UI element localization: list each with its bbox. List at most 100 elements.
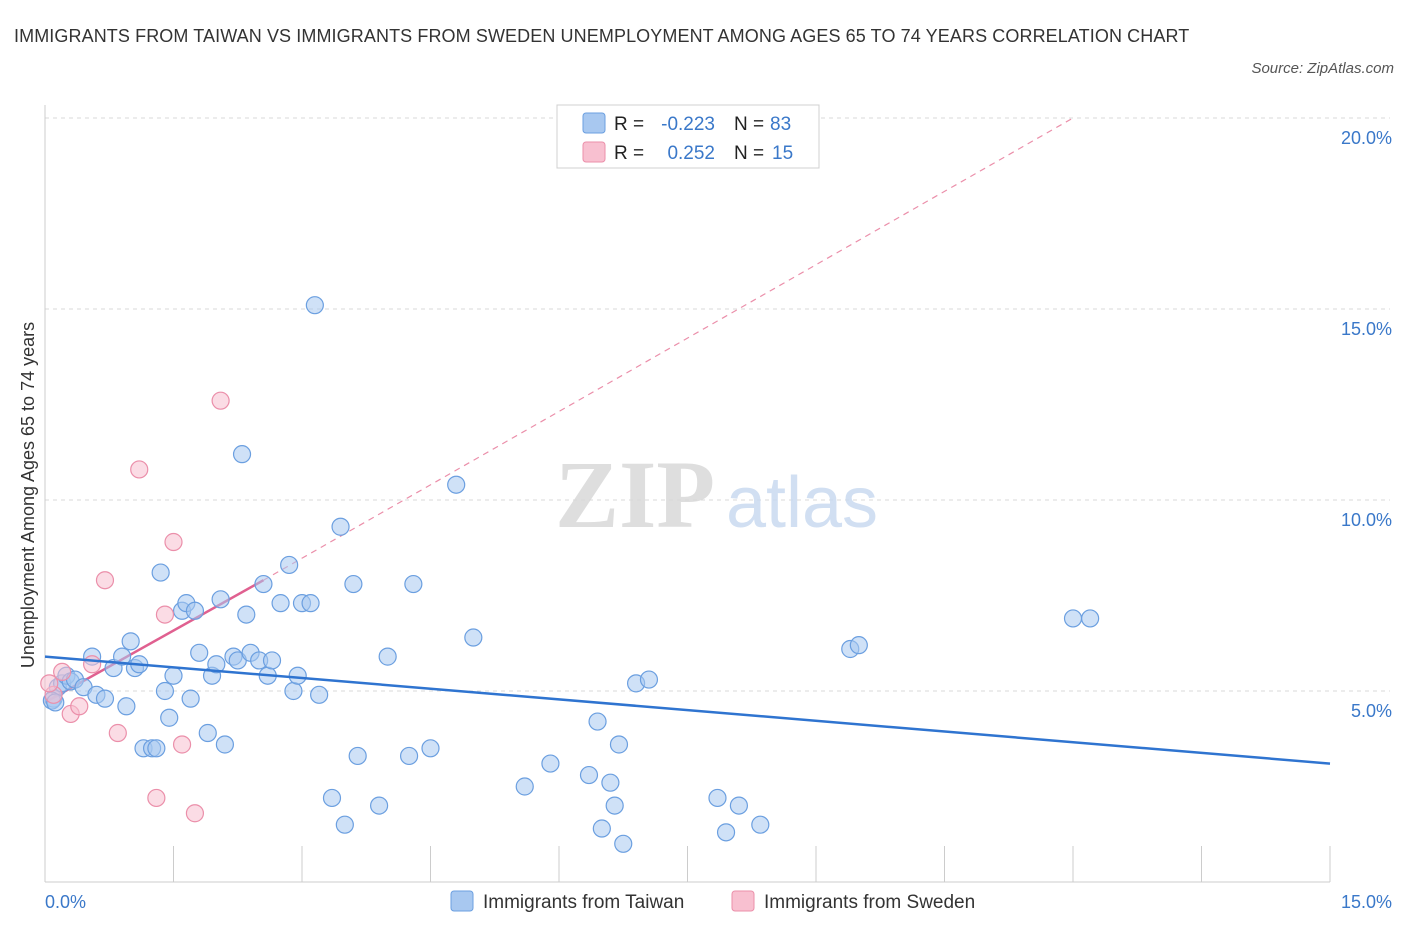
- taiwan-point: [160, 708, 179, 727]
- taiwan-point: [579, 765, 599, 785]
- legend-swatch-taiwan: [582, 112, 606, 134]
- legend-n-value-sweden: 15: [772, 143, 793, 164]
- taiwan-point: [190, 643, 209, 662]
- sweden-point: [155, 605, 175, 624]
- taiwan-point: [305, 296, 324, 315]
- taiwan-points: [42, 296, 1100, 853]
- chart-title: IMMIGRANTS FROM TAIWAN VS IMMIGRANTS FRO…: [14, 26, 1190, 46]
- watermark-zip: ZIP: [555, 441, 715, 548]
- taiwan-trend: [44, 655, 1331, 765]
- sweden-point: [130, 460, 149, 479]
- sweden-point: [83, 655, 102, 674]
- correlation-legend: R = -0.223 N = 83 R = 0.252 N = 15: [556, 104, 820, 169]
- sweden-point: [95, 571, 115, 590]
- sweden-point: [70, 697, 89, 716]
- taiwan-point: [301, 594, 320, 613]
- sweden-point: [211, 391, 230, 410]
- bottom-legend-label-sweden: Immigrants from Sweden: [764, 892, 975, 913]
- taiwan-point: [614, 834, 633, 853]
- sweden-point: [172, 735, 192, 754]
- source-credit: Source: ZipAtlas.com: [1251, 60, 1394, 77]
- taiwan-point: [849, 636, 868, 655]
- taiwan-point: [399, 746, 419, 766]
- taiwan-point: [378, 647, 397, 666]
- sweden-point: [164, 532, 183, 552]
- taiwan-point: [708, 788, 727, 808]
- sweden-point: [53, 662, 72, 682]
- sweden-point: [185, 804, 205, 823]
- x-tick-label: 15.0%: [1341, 892, 1392, 912]
- taiwan-trend-line: [44, 655, 1331, 765]
- taiwan-point: [729, 796, 749, 815]
- y-tick-label: 10.0%: [1341, 510, 1392, 530]
- legend-n-label-sweden: N =: [734, 143, 764, 164]
- taiwan-point: [331, 517, 350, 536]
- taiwan-point: [155, 681, 175, 701]
- bottom-legend-swatch-sweden: [731, 890, 755, 912]
- sweden-point: [40, 674, 59, 693]
- taiwan-point: [344, 574, 363, 594]
- legend-n-label-taiwan: N =: [734, 114, 764, 135]
- taiwan-point: [211, 590, 230, 609]
- taiwan-point: [164, 666, 183, 685]
- watermark-atlas: atlas: [726, 463, 878, 543]
- taiwan-point: [121, 632, 140, 651]
- taiwan-point: [280, 555, 299, 575]
- taiwan-point: [541, 754, 560, 773]
- taiwan-point: [335, 815, 354, 834]
- legend-r-value-sweden: 0.252: [667, 143, 715, 164]
- taiwan-point: [592, 819, 611, 838]
- taiwan-point: [447, 475, 466, 494]
- taiwan-point: [609, 735, 629, 754]
- taiwan-point: [310, 685, 329, 704]
- taiwan-point: [95, 689, 115, 708]
- taiwan-point: [404, 574, 423, 594]
- taiwan-point: [198, 723, 217, 743]
- sweden-points: [40, 391, 230, 823]
- sweden-point: [108, 723, 127, 743]
- x-tick-label: 0.0%: [45, 892, 86, 912]
- bottom-legend-label-taiwan: Immigrants from Taiwan: [483, 892, 684, 913]
- bottom-legend-swatch-taiwan: [450, 890, 474, 912]
- taiwan-point: [147, 739, 166, 758]
- taiwan-point: [639, 670, 659, 689]
- taiwan-point: [207, 655, 226, 674]
- taiwan-point: [112, 647, 132, 666]
- legend-r-label-taiwan: R =: [614, 114, 644, 135]
- taiwan-point: [588, 712, 607, 731]
- x-tick-marks: [44, 846, 1331, 882]
- series-legend: Immigrants from Taiwan Immigrants from S…: [450, 890, 975, 913]
- y-tick-label: 15.0%: [1341, 319, 1392, 339]
- taiwan-point: [262, 651, 282, 670]
- taiwan-point: [284, 681, 303, 701]
- sweden-point: [147, 788, 166, 808]
- legend-r-label-sweden: R =: [614, 143, 644, 164]
- taiwan-point: [421, 739, 440, 758]
- grid-lines: [45, 117, 1390, 692]
- taiwan-point: [1081, 609, 1100, 628]
- sweden-trend-extension: [263, 117, 1074, 581]
- legend-n-value-taiwan: 83: [770, 114, 791, 135]
- taiwan-point: [215, 735, 234, 754]
- taiwan-point: [322, 788, 342, 808]
- taiwan-point: [515, 777, 534, 796]
- y-tick-label: 5.0%: [1351, 701, 1392, 721]
- taiwan-point: [185, 601, 205, 620]
- taiwan-point: [601, 773, 620, 792]
- taiwan-point: [181, 689, 200, 708]
- taiwan-point: [348, 746, 367, 766]
- x-tick-labels: 0.0% 15.0%: [45, 892, 1392, 912]
- legend-swatch-sweden: [582, 141, 606, 163]
- taiwan-point: [271, 594, 290, 613]
- taiwan-point: [288, 666, 307, 685]
- taiwan-point: [232, 445, 252, 464]
- taiwan-point: [237, 605, 256, 624]
- taiwan-point: [151, 563, 170, 582]
- taiwan-point: [1063, 609, 1083, 628]
- y-tick-labels: 5.0% 10.0% 15.0% 20.0%: [1341, 128, 1392, 721]
- taiwan-point: [254, 574, 273, 594]
- y-tick-label: 20.0%: [1341, 128, 1392, 148]
- taiwan-point: [117, 697, 136, 716]
- taiwan-point: [605, 796, 624, 815]
